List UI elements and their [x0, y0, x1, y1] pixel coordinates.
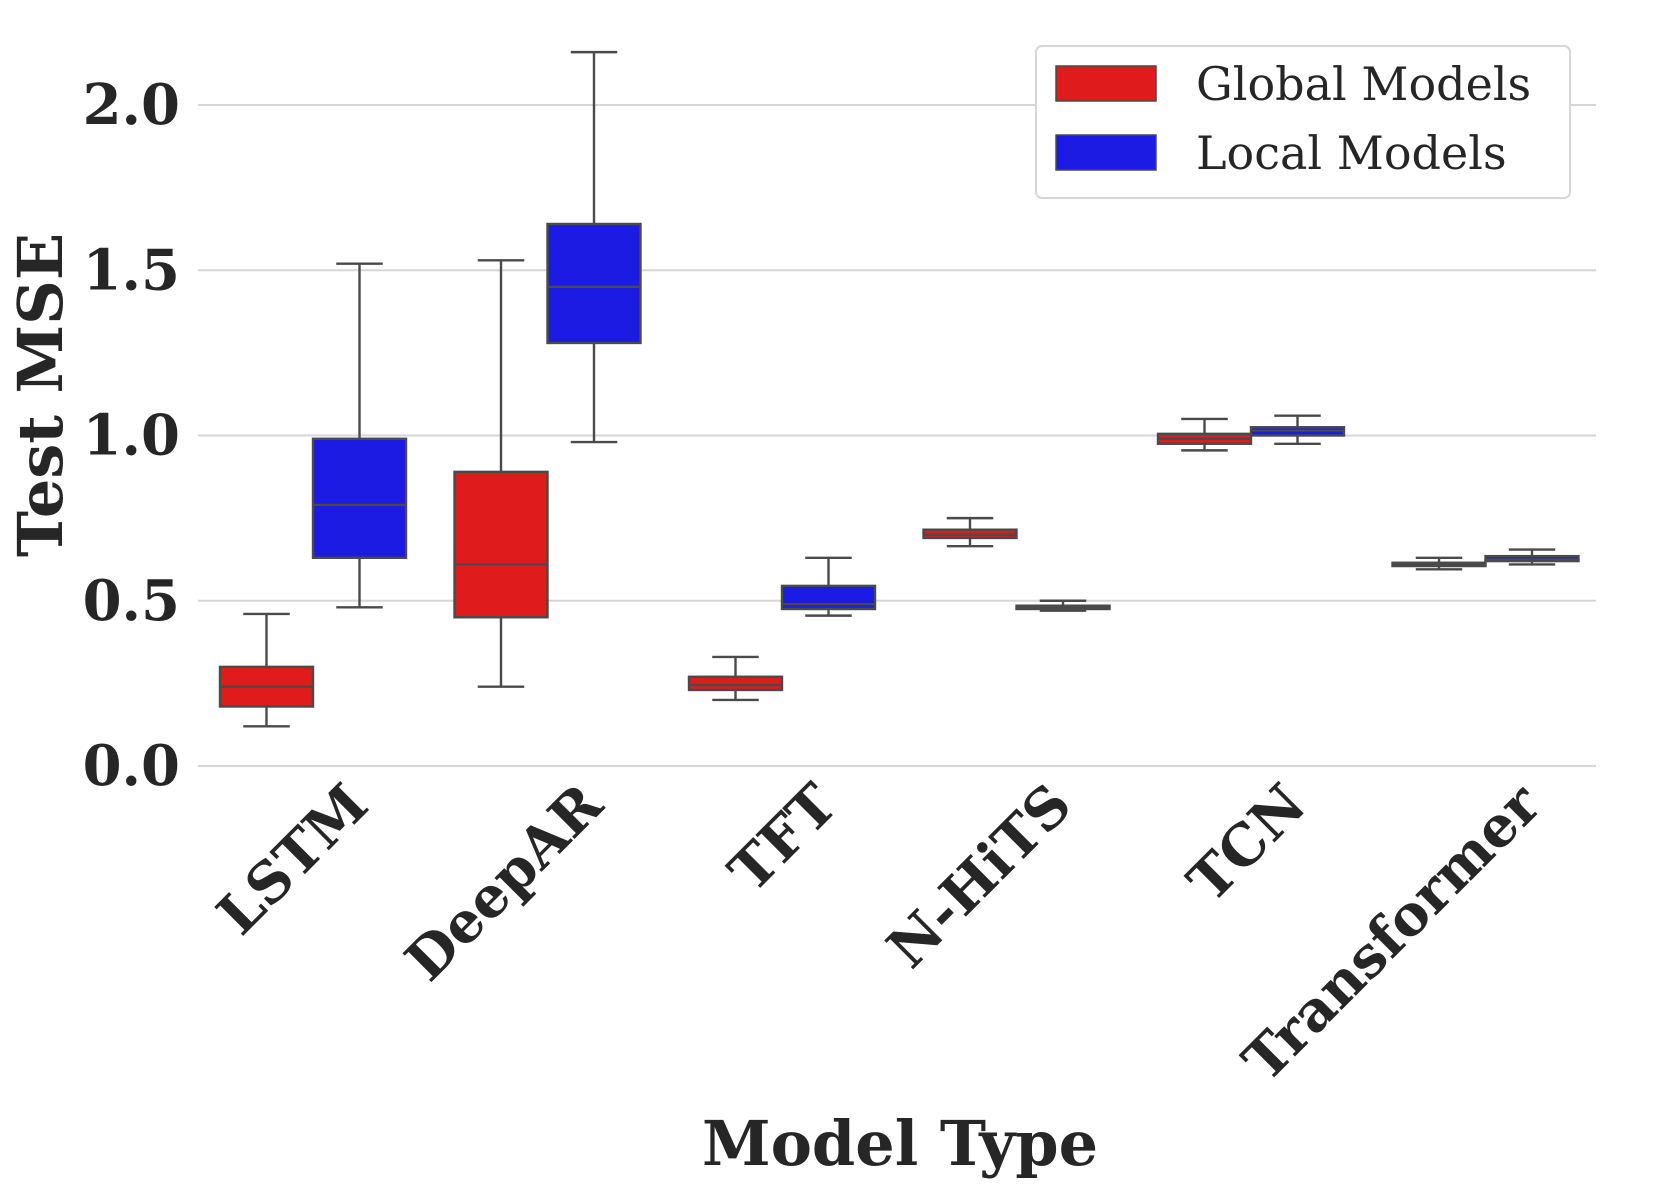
x-axis-label: Model Type [702, 1107, 1098, 1180]
x-tick-label: N-HiTS [875, 771, 1085, 981]
y-tick-label: 1.5 [83, 237, 180, 303]
y-tick-label: 1.0 [83, 403, 180, 469]
y-tick-labels: 0.0 0.5 1.0 1.5 2.0 [83, 72, 180, 799]
y-axis-label: Test MSE [4, 233, 77, 557]
box-transformer-local [1484, 548, 1580, 566]
x-tick-label: TCN [1175, 771, 1319, 915]
box-deepar-local [546, 50, 642, 444]
y-tick-label: 0.0 [83, 733, 180, 799]
box-tft-local [780, 556, 877, 617]
y-tick-label: 2.0 [83, 72, 180, 138]
x-tick-label: LSTM [204, 771, 380, 947]
box-tcn-local [1249, 414, 1346, 445]
box-n-hits-local [1015, 599, 1111, 612]
box-tcn-global [1156, 417, 1253, 452]
x-tick-label: DeepAR [393, 771, 616, 994]
legend-swatch-local [1055, 134, 1157, 171]
legend-label-local: Local Models [1196, 126, 1507, 180]
box-body [780, 584, 877, 611]
box-series [218, 50, 1580, 728]
y-tick-label: 0.5 [83, 568, 180, 634]
series-local-models [311, 50, 1580, 617]
box-n-hits-global [922, 516, 1018, 548]
box-body [687, 675, 784, 692]
box-transformer-global [1391, 556, 1487, 571]
legend-swatch-global [1055, 65, 1157, 102]
legend: Global Models Local Models [1035, 45, 1571, 199]
box-deepar-global [453, 259, 549, 688]
grid-lines [198, 104, 1596, 767]
legend-frame [1035, 45, 1571, 199]
box-body [311, 437, 408, 559]
box-body [546, 222, 642, 345]
series-global-models [218, 259, 1487, 728]
box-lstm-local [311, 262, 408, 609]
box-body [453, 470, 549, 619]
box-lstm-global [218, 612, 315, 728]
box-tft-global [687, 655, 784, 702]
x-tick-label: TFT [716, 771, 850, 905]
legend-label-global: Global Models [1196, 57, 1531, 111]
